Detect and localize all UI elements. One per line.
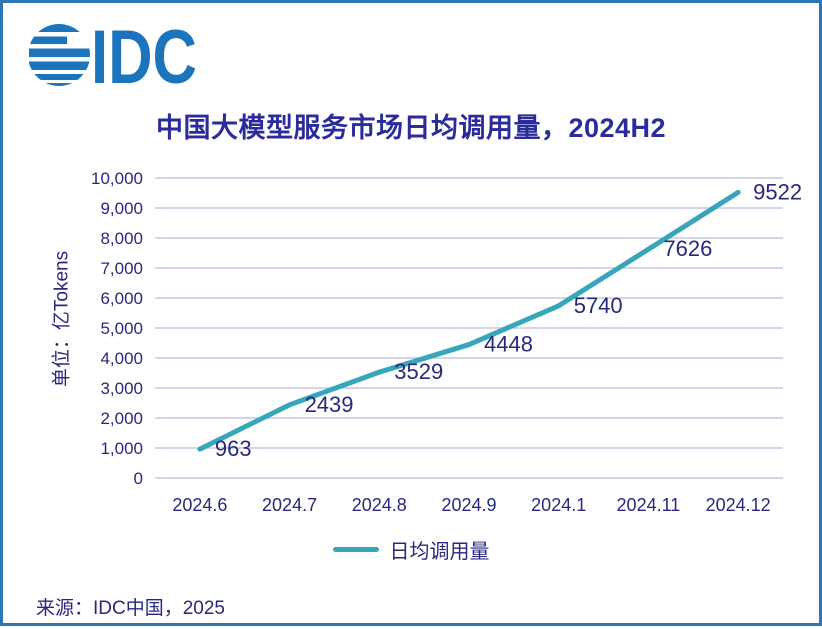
x-axis-label: 2024.6 xyxy=(172,495,227,515)
data-label: 9522 xyxy=(753,179,802,204)
data-label: 3529 xyxy=(394,359,443,384)
y-tick-label: 7,000 xyxy=(100,259,143,278)
x-axis-label: 2024.7 xyxy=(262,495,317,515)
y-tick-label: 0 xyxy=(134,469,143,488)
y-tick-label: 10,000 xyxy=(91,169,143,188)
idc-logo-graphic: IDC xyxy=(25,15,197,100)
x-axis-label: 2024.9 xyxy=(441,495,496,515)
y-tick-label: 1,000 xyxy=(100,439,143,458)
x-axis-label: 2024.1 xyxy=(531,495,586,515)
x-axis-label: 2024.11 xyxy=(617,495,681,515)
legend: 日均调用量 xyxy=(3,535,819,564)
idc-globe-icon xyxy=(25,24,93,86)
data-label: 4448 xyxy=(484,332,533,357)
y-tick-label: 6,000 xyxy=(100,289,143,308)
source-note: 来源：IDC中国，2025 xyxy=(36,598,225,619)
line-chart: 0 1,000 2,000 3,000 4,000 5,000 6,000 7,000 8,00… xyxy=(91,169,802,515)
data-label: 5740 xyxy=(574,293,623,318)
y-tick-label: 4,000 xyxy=(100,349,143,368)
y-tick-label: 2,000 xyxy=(100,409,143,428)
series-line xyxy=(197,189,741,452)
idc-logo: IDC xyxy=(25,15,201,100)
x-axis-label: 2024.8 xyxy=(352,495,407,515)
x-axis-label: 2024.12 xyxy=(706,495,771,515)
y-tick-label: 9,000 xyxy=(100,199,143,218)
data-label: 7626 xyxy=(663,236,712,261)
chart-title: 中国大模型服务市场日均调用量，2024H2 xyxy=(155,113,667,143)
y-tick-label: 3,000 xyxy=(100,379,143,398)
y-tick-label: 5,000 xyxy=(100,319,143,338)
legend-label: 日均调用量 xyxy=(389,541,490,563)
data-label: 963 xyxy=(215,436,252,461)
idc-logo-text: IDC xyxy=(91,21,197,89)
legend-line-marker xyxy=(332,547,379,552)
y-tick-label: 8,000 xyxy=(100,229,143,248)
data-label: 2439 xyxy=(305,392,354,417)
y-axis-title: 单位：亿Tokens xyxy=(51,250,73,388)
